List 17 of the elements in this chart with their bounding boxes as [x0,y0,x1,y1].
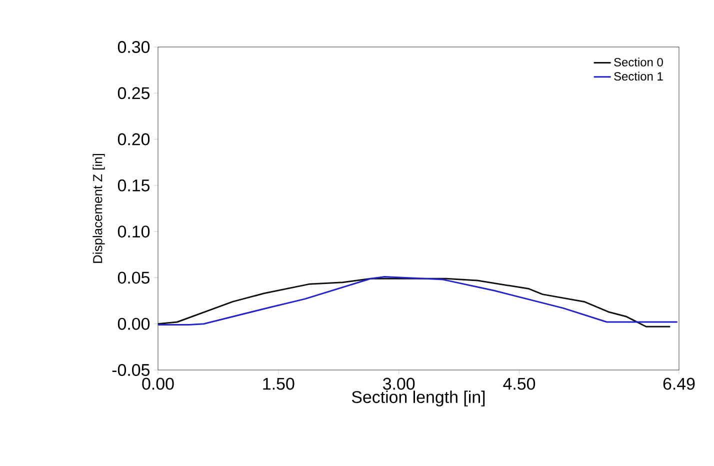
x-tick-label: 0.00 [142,378,174,390]
y-axis-title: Displacement Z [in] [92,154,105,263]
x-tick-label: 3.00 [382,378,415,390]
y-tick-label: 0.30 [118,41,150,53]
y-tick-label: 0.20 [118,133,150,146]
x-tick-label: 6.49 [663,378,695,390]
y-tick-label: 0.15 [118,179,150,192]
legend-label: Section 1 [614,72,663,81]
y-tick-label: 0.05 [118,272,150,284]
y-tick-label: 0.25 [118,87,150,100]
y-tick-label: 0.10 [118,226,150,238]
x-axis-title: Section length [in] [352,390,485,406]
y-tick-label: 0.00 [118,318,150,330]
x-tick-label: 1.50 [263,378,294,390]
y-tick-label: -0.05 [112,364,150,376]
legend-label: Section 0 [614,58,663,66]
x-tick-label: 4.50 [503,378,536,390]
